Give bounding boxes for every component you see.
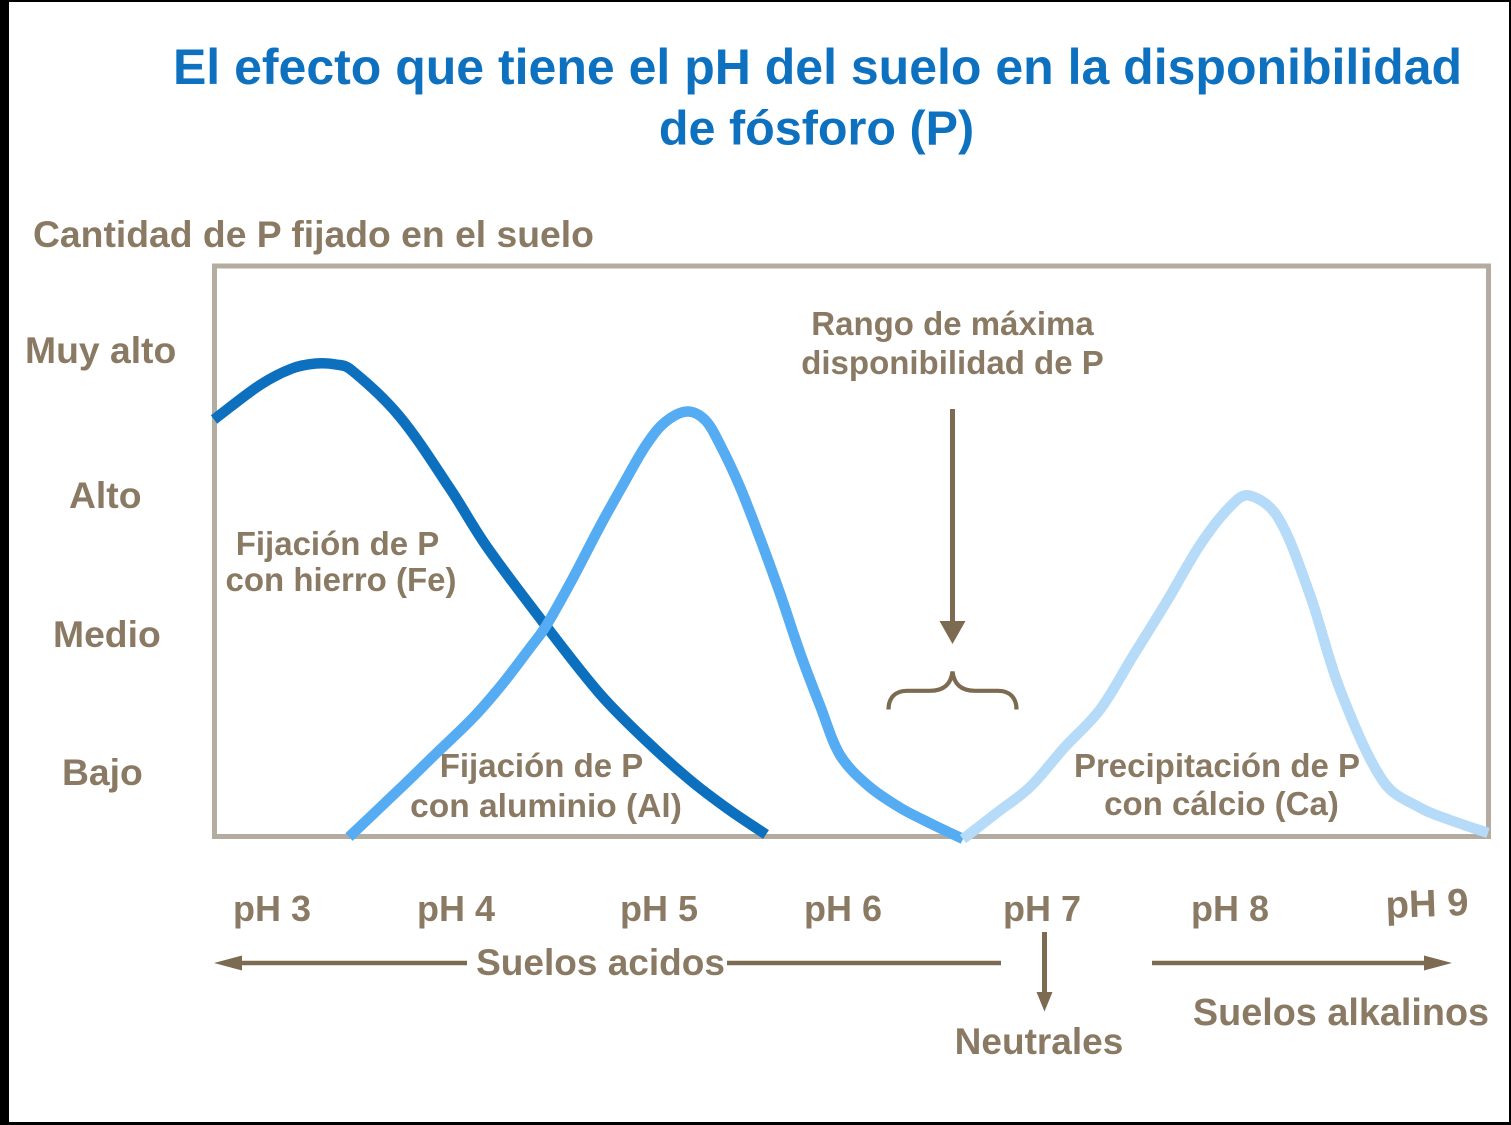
svg-text:Bajo: Bajo (62, 751, 143, 793)
svg-text:con aluminio (Al): con aluminio (Al) (410, 788, 682, 825)
svg-text:pH 6: pH 6 (804, 888, 882, 929)
svg-text:El efecto que tiene el pH del: El efecto que tiene el pH del suelo en l… (173, 39, 1462, 95)
svg-text:de fósforo (P): de fósforo (P) (659, 102, 974, 156)
svg-text:pH 8: pH 8 (1191, 888, 1269, 929)
svg-text:pH 7: pH 7 (1003, 888, 1081, 929)
svg-text:Medio: Medio (53, 613, 161, 655)
svg-text:pH 5: pH 5 (620, 888, 698, 929)
svg-text:Fijación de P: Fijación de P (440, 747, 644, 784)
svg-text:Neutrales: Neutrales (955, 1021, 1124, 1062)
svg-text:Fijación de P: Fijación de P (236, 525, 440, 562)
svg-text:Cantidad de P fijado en el sue: Cantidad de P fijado en el suelo (33, 213, 594, 255)
svg-text:disponibilidad de P: disponibilidad de P (801, 344, 1104, 381)
svg-text:con cálcio (Ca): con cálcio (Ca) (1104, 785, 1339, 822)
svg-text:Alto: Alto (69, 474, 142, 516)
svg-text:Precipitación de P: Precipitación de P (1074, 747, 1360, 784)
svg-text:pH 3: pH 3 (233, 888, 311, 929)
svg-text:Suelos alkalinos: Suelos alkalinos (1193, 992, 1489, 1034)
svg-text:Muy alto: Muy alto (25, 329, 176, 371)
svg-text:Rango de máxima: Rango de máxima (811, 305, 1094, 342)
svg-text:con hierro (Fe): con hierro (Fe) (225, 561, 456, 598)
svg-text:Suelos acidos: Suelos acidos (476, 942, 725, 983)
svg-text:pH 4: pH 4 (417, 888, 495, 929)
svg-text:pH 9: pH 9 (1385, 881, 1469, 927)
